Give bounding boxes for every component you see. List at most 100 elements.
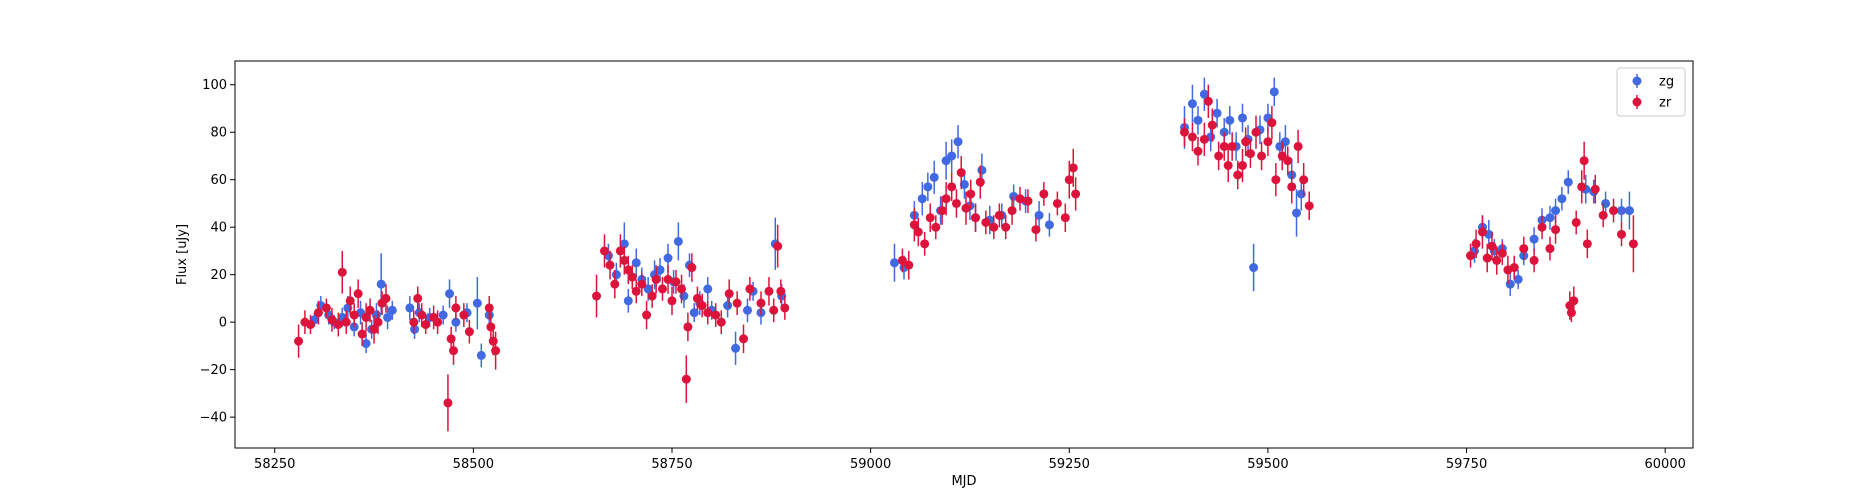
legend-label: zg	[1659, 75, 1674, 90]
data-point	[1060, 213, 1070, 223]
data-point	[994, 210, 1004, 220]
data-point	[764, 286, 774, 296]
data-point	[975, 177, 985, 187]
data-point	[1569, 296, 1579, 306]
data-point	[989, 222, 999, 232]
data-point	[1537, 222, 1547, 232]
legend-item-zr: zr	[1632, 95, 1672, 111]
y-tick-label: 80	[210, 126, 227, 141]
plot-frame	[234, 60, 1694, 449]
data-point	[294, 336, 304, 346]
data-point	[1187, 99, 1197, 109]
data-point	[451, 303, 461, 313]
data-point	[1263, 137, 1273, 147]
data-point	[305, 320, 315, 330]
data-point	[655, 265, 665, 275]
data-point	[1545, 213, 1555, 223]
data-point	[677, 284, 687, 294]
data-point	[373, 317, 383, 327]
data-point	[947, 151, 957, 161]
data-point	[333, 320, 343, 330]
data-point	[780, 303, 790, 313]
data-point	[716, 317, 726, 327]
x-tick-label: 58750	[651, 457, 692, 472]
data-point	[1249, 263, 1259, 273]
data-point	[1179, 127, 1189, 137]
data-point	[623, 265, 633, 275]
data-point	[1023, 196, 1033, 206]
data-point	[361, 312, 371, 322]
data-point	[1624, 206, 1634, 216]
x-axis-label: MJD	[951, 474, 976, 489]
data-point	[1519, 244, 1529, 254]
y-tick-label: −20	[200, 363, 227, 378]
data-point	[627, 272, 637, 282]
data-point	[663, 253, 673, 263]
data-point	[1509, 263, 1519, 273]
data-point	[405, 303, 415, 313]
data-point	[1241, 137, 1251, 147]
data-point	[1044, 220, 1054, 230]
y-tick-label: 0	[219, 316, 227, 331]
data-point	[961, 203, 971, 213]
data-point	[1477, 227, 1487, 237]
data-point	[966, 189, 976, 199]
data-point	[1497, 248, 1507, 258]
data-point	[337, 267, 347, 277]
legend-marker	[1632, 76, 1642, 86]
data-point	[1287, 182, 1297, 192]
data-point	[1052, 198, 1062, 208]
legend: zg zr	[1616, 67, 1686, 117]
data-point	[953, 137, 963, 147]
data-point	[610, 279, 620, 289]
data-point	[1292, 208, 1302, 218]
legend-items: zg zr	[1632, 74, 1674, 111]
data-point	[642, 310, 652, 320]
data-point	[637, 279, 647, 289]
data-point	[1245, 149, 1255, 159]
data-point	[459, 310, 469, 320]
data-point	[1551, 225, 1561, 235]
data-point	[1257, 151, 1267, 161]
data-point	[365, 305, 375, 315]
data-point	[361, 339, 371, 349]
data-point	[623, 296, 633, 306]
data-point	[631, 258, 641, 268]
legend-label: zr	[1659, 96, 1672, 111]
data-point	[756, 298, 766, 308]
data-point	[981, 217, 991, 227]
data-point	[1487, 241, 1497, 251]
data-point	[599, 246, 609, 256]
data-point	[605, 260, 615, 270]
data-point	[1283, 156, 1293, 166]
data-point	[484, 303, 494, 313]
data-point	[1293, 141, 1303, 151]
data-point	[488, 336, 498, 346]
data-point	[1015, 194, 1025, 204]
data-point	[1471, 239, 1481, 249]
data-point	[369, 324, 379, 334]
data-point	[1601, 198, 1611, 208]
data-point	[1557, 194, 1567, 204]
data-point	[941, 194, 951, 204]
data-point	[1034, 210, 1044, 220]
data-point	[1187, 132, 1197, 142]
data-point	[387, 305, 397, 315]
data-point	[1551, 206, 1561, 216]
data-point	[977, 165, 987, 175]
data-point	[421, 320, 431, 330]
data-point	[438, 310, 448, 320]
data-point	[1227, 141, 1237, 151]
data-point	[703, 308, 713, 318]
data-point	[667, 296, 677, 306]
data-point	[1304, 201, 1314, 211]
x-tick-label: 59750	[1446, 457, 1487, 472]
data-point	[353, 289, 363, 299]
y-tick-label: 20	[210, 268, 227, 283]
data-point	[745, 284, 755, 294]
data-point	[925, 213, 935, 223]
data-point	[1199, 89, 1209, 99]
data-point	[383, 312, 393, 322]
data-point	[1193, 146, 1203, 156]
data-point	[1007, 206, 1017, 216]
